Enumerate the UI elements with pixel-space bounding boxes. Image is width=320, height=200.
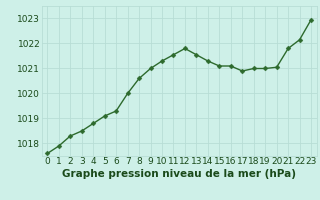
X-axis label: Graphe pression niveau de la mer (hPa): Graphe pression niveau de la mer (hPa) <box>62 169 296 179</box>
